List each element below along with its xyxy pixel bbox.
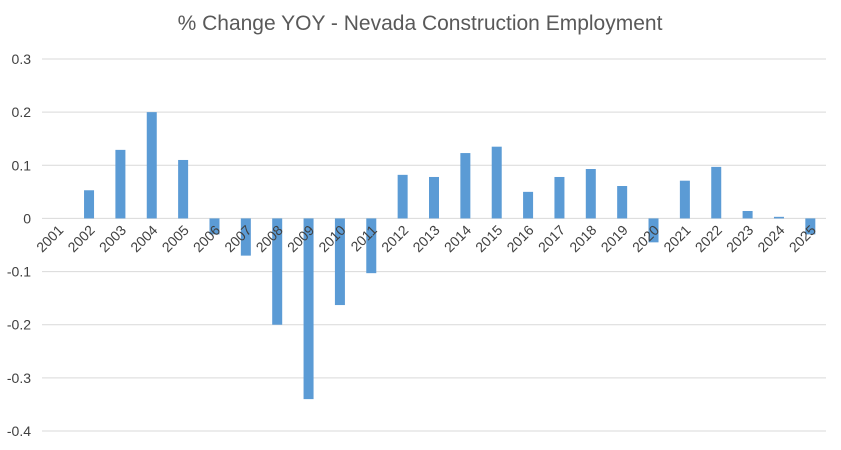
bar-2015	[491, 146, 502, 219]
x-tick-label: 2022	[692, 222, 725, 255]
y-tick-label: -0.4	[7, 423, 31, 439]
bar-2012	[397, 174, 408, 219]
x-tick-label: 2003	[96, 222, 129, 255]
y-tick-label: 0	[23, 210, 31, 226]
bar-2021	[679, 180, 690, 219]
bar-2019	[617, 186, 628, 219]
x-axis-ticks: 2001200220032004200520062007200820092010…	[33, 222, 819, 255]
bar-2002	[84, 190, 95, 219]
bar-2016	[523, 191, 534, 219]
bar-2018	[585, 169, 596, 219]
y-tick-label: 0.1	[12, 157, 32, 173]
x-tick-label: 2013	[409, 222, 442, 255]
bar-2020	[648, 218, 659, 243]
grid-lines	[42, 58, 826, 432]
chart-title: % Change YOY - Nevada Construction Emplo…	[178, 12, 663, 35]
x-tick-label: 2023	[723, 222, 756, 255]
x-tick-label: 2002	[64, 222, 97, 255]
x-tick-label: 2019	[598, 222, 631, 255]
bars	[84, 112, 816, 400]
bar-2011	[366, 218, 377, 274]
bar-2006	[209, 218, 220, 235]
bar-2010	[334, 218, 345, 306]
y-tick-label: -0.2	[7, 317, 31, 333]
bar-2005	[178, 159, 189, 219]
x-tick-label: 2005	[159, 222, 192, 255]
bar-2007	[240, 218, 251, 256]
bar-2024	[773, 216, 784, 219]
bar-2013	[429, 176, 439, 219]
bar-2022	[711, 166, 722, 219]
bar-2017	[554, 176, 565, 219]
x-tick-label: 2012	[378, 222, 411, 255]
bar-2004	[146, 112, 157, 219]
x-tick-label: 2021	[660, 222, 693, 255]
bar-2003	[115, 149, 126, 219]
x-tick-label: 2016	[503, 222, 536, 255]
x-tick-label: 2024	[754, 222, 787, 255]
x-tick-label: 2018	[566, 222, 599, 255]
bar-2023	[742, 210, 753, 219]
bar-2008	[272, 218, 283, 325]
y-tick-label: 0.2	[12, 104, 32, 120]
bar-2025	[805, 218, 816, 235]
x-tick-label: 2015	[472, 222, 505, 255]
y-tick-label: -0.3	[7, 370, 31, 386]
bar-2014	[460, 153, 471, 219]
bar-2009	[303, 218, 314, 400]
x-tick-label: 2014	[441, 222, 474, 255]
x-tick-label: 2004	[127, 222, 160, 255]
x-tick-label: 2001	[33, 222, 66, 255]
y-tick-label: -0.1	[7, 264, 31, 280]
x-tick-label: 2017	[535, 222, 568, 255]
y-axis-ticks: 0.3 0.2 0.1 0 -0.1 -0.2 -0.3 -0.4	[7, 51, 31, 439]
y-tick-label: 0.3	[12, 51, 32, 67]
